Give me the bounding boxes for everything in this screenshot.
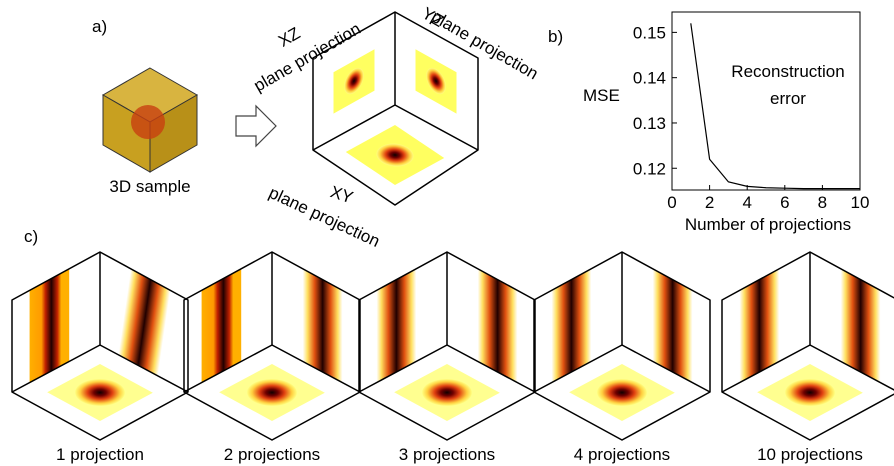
cube-caption: 2 projections xyxy=(224,445,320,464)
projection-cube xyxy=(359,252,535,440)
panel-label: c) xyxy=(24,227,38,246)
projection-cube xyxy=(722,252,894,440)
y-tick-label: 0.15 xyxy=(633,23,666,42)
x-tick-label: 6 xyxy=(780,193,789,212)
cube-caption: 1 projection xyxy=(56,445,144,464)
plane-name: XZ xyxy=(275,24,303,51)
plot-frame xyxy=(672,12,860,190)
figure: a) b) c) 3D sample XZ plane projection Y… xyxy=(0,0,894,466)
arrow xyxy=(236,106,276,146)
projection-cube xyxy=(184,252,360,440)
x-axis-label: Number of projections xyxy=(685,215,851,234)
projection-cube xyxy=(12,252,188,440)
xy-face xyxy=(757,364,863,421)
panel-label: a) xyxy=(92,17,107,36)
sample-label: 3D sample xyxy=(109,177,190,196)
cube-caption: 4 projections xyxy=(574,445,670,464)
x-tick-label: 8 xyxy=(818,193,827,212)
y-tick-label: 0.13 xyxy=(633,114,666,133)
xy-face xyxy=(569,364,675,421)
panel-label: b) xyxy=(548,27,563,46)
sample-cube xyxy=(103,68,197,172)
annotation: Reconstruction xyxy=(731,62,844,81)
x-tick-label: 4 xyxy=(742,193,751,212)
y-axis-label: MSE xyxy=(583,86,620,105)
x-tick-label: 2 xyxy=(705,193,714,212)
y-tick-label: 0.12 xyxy=(633,159,666,178)
x-tick-label: 0 xyxy=(667,193,676,212)
projection-cube xyxy=(534,252,710,440)
annotation: error xyxy=(770,89,806,108)
xy-face xyxy=(219,364,325,421)
plane-label: plane projection xyxy=(266,183,383,251)
y-tick-label: 0.14 xyxy=(633,69,666,88)
yz-face xyxy=(118,262,170,382)
cube-caption: 3 projections xyxy=(399,445,495,464)
xy-face xyxy=(47,364,153,421)
xy-face xyxy=(394,364,500,421)
cube-caption: 10 projections xyxy=(757,445,863,464)
plane-name: XY xyxy=(328,182,355,207)
x-tick-label: 10 xyxy=(851,193,870,212)
